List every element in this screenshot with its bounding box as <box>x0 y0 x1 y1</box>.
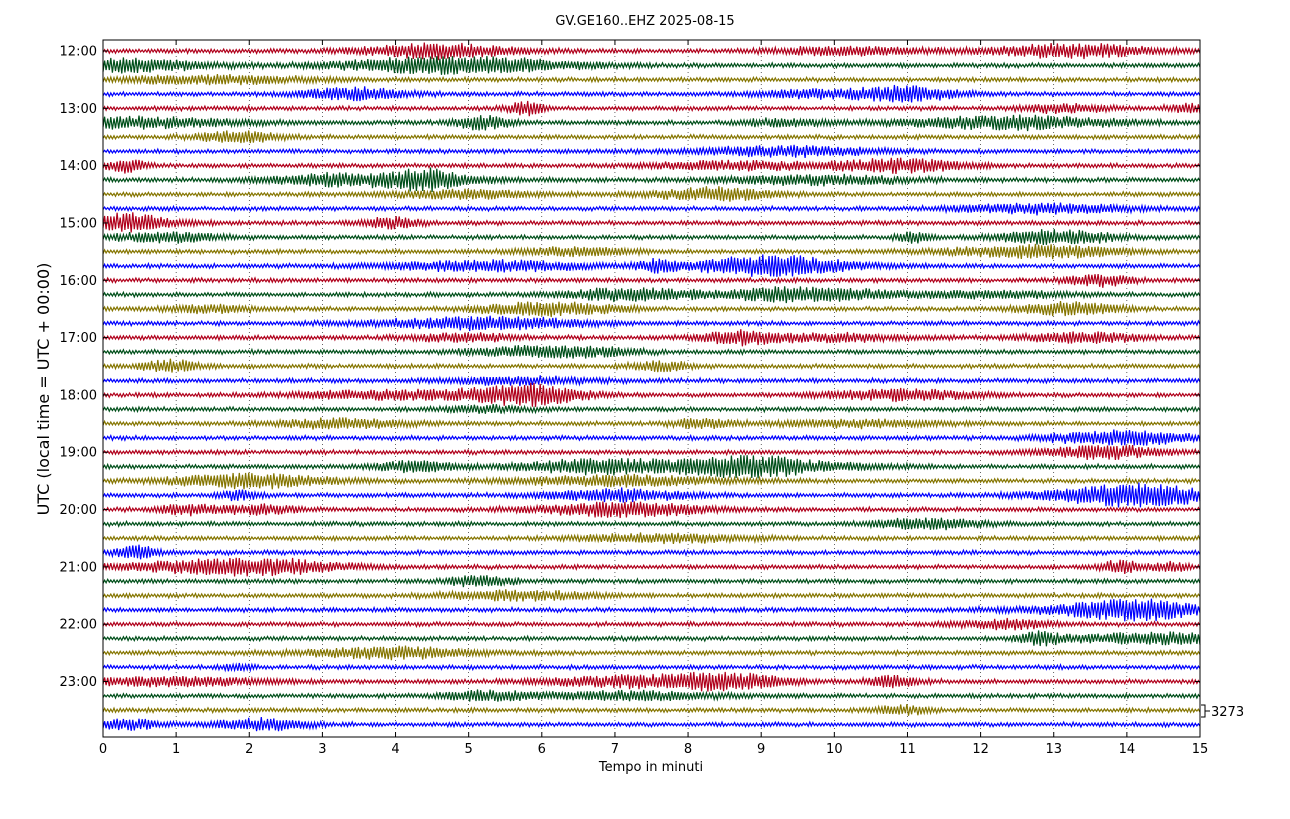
trace-line <box>102 315 1201 332</box>
trace-line <box>102 454 1201 479</box>
y-tick-label: 15:00 <box>60 216 97 231</box>
trace-line <box>102 301 1201 318</box>
x-tick-label: 13 <box>1045 742 1062 757</box>
trace-line <box>102 630 1201 647</box>
trace-line <box>102 375 1201 387</box>
trace-line <box>102 482 1201 508</box>
y-axis-ticks: 12:00 13:00 14:00 15:00 16:00 17:00 18:00 19:00… <box>60 45 1200 690</box>
x-tick-label: 4 <box>391 742 399 757</box>
trace-line <box>102 575 1201 588</box>
trace-line <box>102 84 1201 103</box>
trace-line <box>102 56 1201 75</box>
trace-line <box>102 229 1201 245</box>
trace-line <box>102 671 1201 692</box>
trace-line <box>102 144 1201 158</box>
x-tick-label: 5 <box>465 742 473 757</box>
trace-line <box>102 598 1201 622</box>
x-tick-label: 10 <box>826 742 843 757</box>
trace-line <box>102 557 1201 577</box>
scale-bracket <box>1201 704 1206 718</box>
trace-line <box>102 114 1201 132</box>
trace-line <box>102 358 1201 373</box>
trace-line <box>102 130 1201 144</box>
trace-line <box>102 254 1201 277</box>
x-axis-ticks: 0 1 2 3 4 5 6 7 8 9 10 11 12 13 14 15 <box>99 40 1208 757</box>
y-tick-label: 22:00 <box>60 618 97 633</box>
trace-line <box>102 382 1201 407</box>
trace-line <box>102 532 1201 545</box>
y-tick-label: 12:00 <box>60 45 97 60</box>
plot-frame <box>102 39 1201 738</box>
trace-line <box>102 689 1201 702</box>
grid-lines <box>175 40 1128 737</box>
x-tick-label: 14 <box>1119 742 1136 757</box>
x-tick-label: 0 <box>99 742 107 757</box>
x-tick-label: 15 <box>1192 742 1209 757</box>
seismic-traces <box>102 42 1201 732</box>
trace-line <box>102 403 1201 415</box>
trace-line <box>102 202 1201 216</box>
trace-line <box>102 212 1201 233</box>
y-tick-label: 14:00 <box>60 159 97 174</box>
trace-line <box>102 345 1201 359</box>
y-tick-label: 13:00 <box>60 102 97 117</box>
trace-line <box>102 286 1201 304</box>
trace-line <box>102 73 1201 86</box>
y-tick-label: 19:00 <box>60 446 97 461</box>
y-tick-label: 17:00 <box>60 331 97 346</box>
x-tick-label: 7 <box>611 742 619 757</box>
x-tick-label: 1 <box>172 742 180 757</box>
trace-line <box>102 186 1201 202</box>
x-tick-label: 3 <box>318 742 326 757</box>
trace-line <box>102 645 1201 661</box>
trace-line <box>102 100 1201 117</box>
x-tick-label: 9 <box>757 742 765 757</box>
trace-line <box>102 662 1201 673</box>
y-tick-label: 21:00 <box>60 560 97 575</box>
y-tick-label: 16:00 <box>60 274 97 289</box>
trace-line <box>102 445 1201 460</box>
amplitude-scale-bar: 3273 <box>1201 704 1244 720</box>
trace-line <box>102 717 1201 732</box>
trace-line <box>102 589 1201 602</box>
x-tick-label: 8 <box>684 742 692 757</box>
trace-line <box>102 429 1201 446</box>
scale-label: 3273 <box>1211 705 1244 720</box>
y-tick-label: 20:00 <box>60 503 97 518</box>
trace-line <box>102 417 1201 430</box>
x-axis-label: Tempo in minuti <box>598 760 703 775</box>
trace-line <box>102 704 1201 716</box>
y-axis-label: UTC (local time = UTC + 00:00) <box>34 263 53 516</box>
trace-line <box>102 167 1201 193</box>
trace-line <box>102 617 1201 631</box>
trace-line <box>102 42 1201 61</box>
trace-line <box>102 274 1201 288</box>
y-tick-label: 18:00 <box>60 388 97 403</box>
trace-line <box>102 157 1201 174</box>
y-tick-label: 23:00 <box>60 675 97 690</box>
x-tick-label: 12 <box>972 742 989 757</box>
x-tick-label: 6 <box>538 742 546 757</box>
x-tick-label: 2 <box>245 742 253 757</box>
trace-line <box>102 544 1201 560</box>
trace-line <box>102 243 1201 260</box>
x-tick-label: 11 <box>899 742 916 757</box>
trace-line <box>102 517 1201 531</box>
trace-line <box>102 329 1201 347</box>
trace-line <box>102 472 1201 490</box>
chart-title: GV.GE160..EHZ 2025-08-15 <box>555 14 734 29</box>
trace-line <box>102 501 1201 519</box>
